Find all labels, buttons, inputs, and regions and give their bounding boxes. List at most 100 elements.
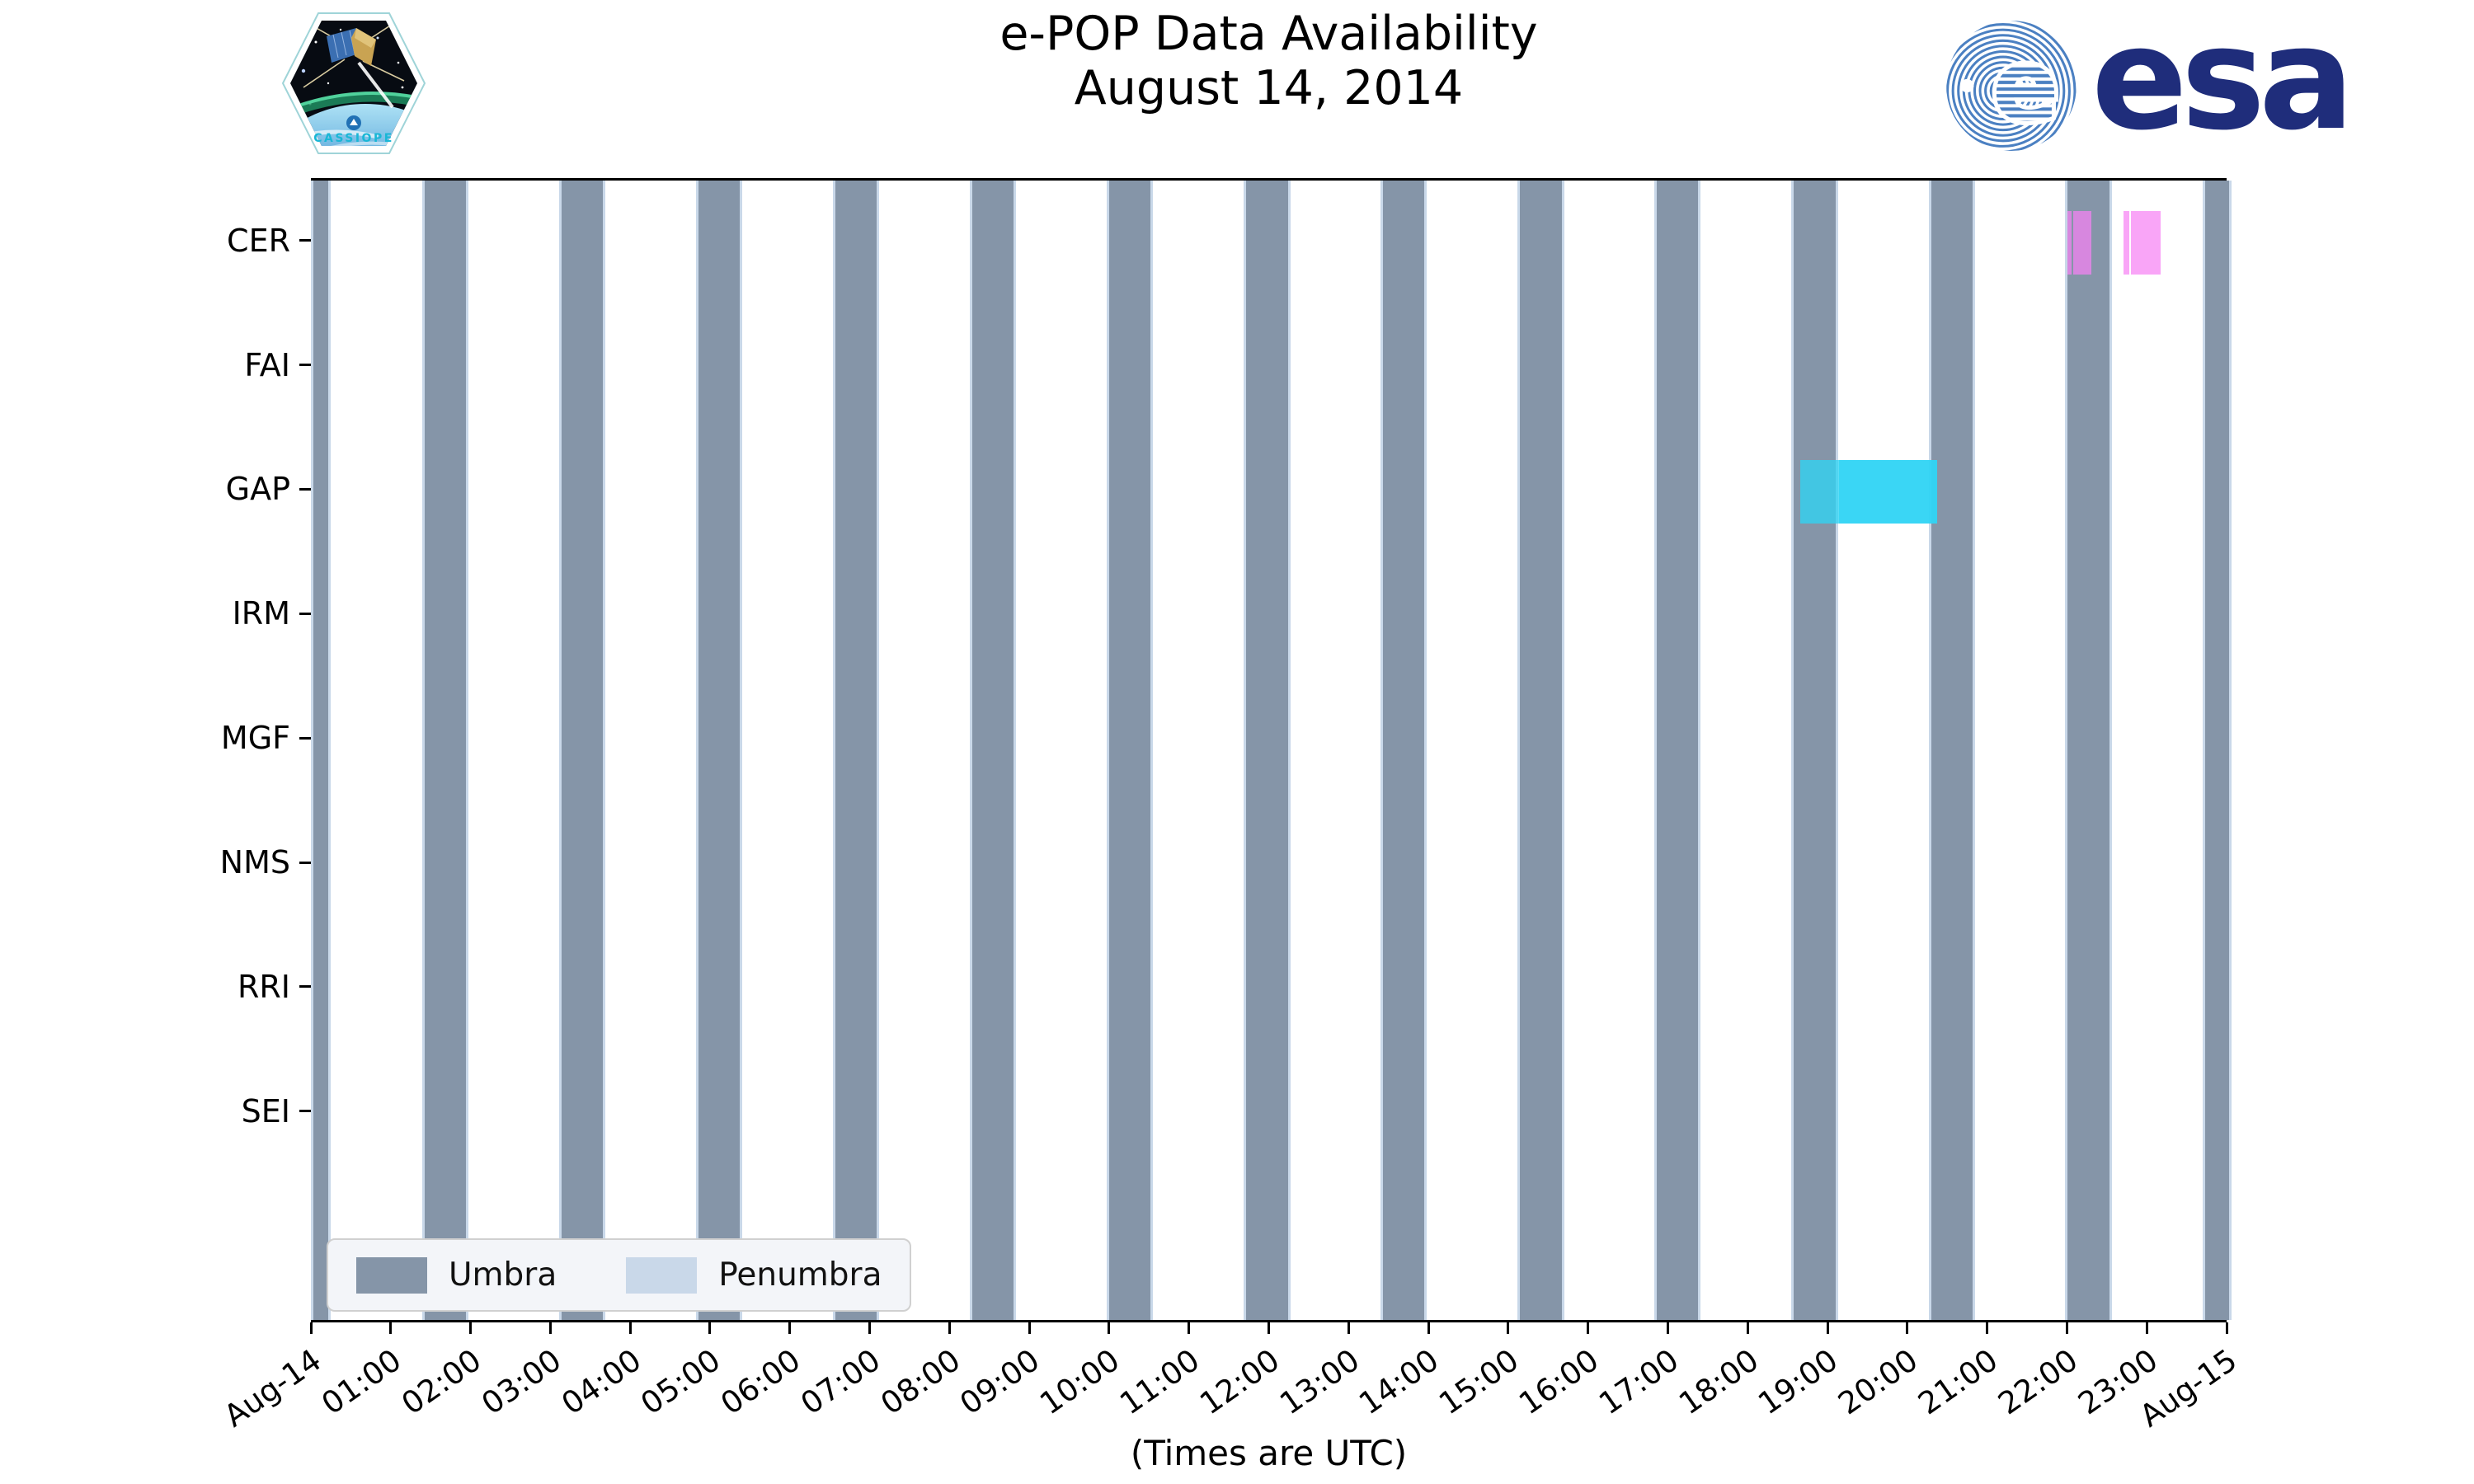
x-tick-label-text: Aug-14 bbox=[218, 1342, 328, 1435]
umbra-bar bbox=[2202, 181, 2232, 1320]
x-tick bbox=[548, 1322, 552, 1334]
umbra-bar bbox=[1517, 181, 1564, 1320]
umbra-bar bbox=[1928, 181, 1976, 1320]
y-axis-label-gap: GAP bbox=[225, 471, 290, 508]
penumbra-swatch bbox=[626, 1256, 698, 1294]
x-tick bbox=[389, 1322, 393, 1334]
y-axis-label-mgf: MGF bbox=[220, 720, 290, 757]
umbra-bar bbox=[559, 181, 606, 1320]
x-tick-label-text: 04:00 bbox=[554, 1342, 647, 1422]
x-tick-label-text: 01:00 bbox=[315, 1342, 408, 1422]
y-tick bbox=[299, 239, 311, 242]
x-tick bbox=[1028, 1322, 1031, 1334]
x-tick-label-text: 02:00 bbox=[395, 1342, 488, 1422]
x-tick bbox=[1666, 1322, 1669, 1334]
umbra-bar bbox=[695, 181, 742, 1320]
x-tick-label-text: 03:00 bbox=[475, 1342, 568, 1422]
x-tick bbox=[1826, 1322, 1829, 1334]
y-axis-label-irm: IRM bbox=[232, 595, 290, 632]
x-tick bbox=[1906, 1322, 1909, 1334]
availability-bar-cer bbox=[2067, 211, 2072, 275]
x-tick bbox=[628, 1322, 632, 1334]
x-tick-label-text: 08:00 bbox=[873, 1342, 967, 1422]
x-tick-label-text: 12:00 bbox=[1193, 1342, 1286, 1422]
availability-bar-gap bbox=[1838, 459, 1937, 524]
x-tick bbox=[2225, 1322, 2228, 1334]
x-tick-label-text: 19:00 bbox=[1752, 1342, 1845, 1422]
x-tick bbox=[788, 1322, 792, 1334]
availability-bar-cer bbox=[2073, 211, 2091, 275]
legend-entry-penumbra: Penumbra bbox=[626, 1256, 882, 1294]
x-tick bbox=[1108, 1322, 1111, 1334]
umbra-bar bbox=[1791, 181, 1838, 1320]
umbra-bar bbox=[1107, 181, 1154, 1320]
x-tick-label-text: 15:00 bbox=[1432, 1342, 1526, 1422]
legend-entry-umbra: Umbra bbox=[356, 1256, 557, 1294]
plot-area: Umbra Penumbra bbox=[311, 178, 2232, 1322]
y-axis-label-fai: FAI bbox=[244, 346, 290, 383]
x-tick bbox=[708, 1322, 712, 1334]
x-tick-label-text: 14:00 bbox=[1352, 1342, 1446, 1422]
x-tick bbox=[1507, 1322, 1510, 1334]
x-tick-label-text: 09:00 bbox=[953, 1342, 1047, 1422]
x-tick bbox=[1986, 1322, 1989, 1334]
x-tick-label-text: 13:00 bbox=[1272, 1342, 1366, 1422]
x-tick-label-text: 16:00 bbox=[1512, 1342, 1606, 1422]
umbra-bar bbox=[2065, 181, 2112, 1320]
x-tick-label-text: 05:00 bbox=[634, 1342, 727, 1422]
esa-wordmark: esa bbox=[2091, 0, 2354, 162]
y-tick bbox=[299, 364, 311, 367]
y-axis-label-cer: CER bbox=[227, 222, 290, 259]
y-tick bbox=[299, 736, 311, 740]
x-tick bbox=[1268, 1322, 1270, 1334]
umbra-bar bbox=[833, 181, 880, 1320]
umbra-bar bbox=[1244, 181, 1291, 1320]
x-tick bbox=[309, 1322, 313, 1334]
umbra-bar bbox=[311, 181, 332, 1320]
umbra-bar bbox=[421, 181, 468, 1320]
chart-title: e-POP Data Availability August 14, 2014 bbox=[311, 7, 2227, 115]
chart-title-line1: e-POP Data Availability bbox=[999, 7, 1538, 61]
x-tick-label-text: 10:00 bbox=[1033, 1342, 1126, 1422]
chart-title-line2: August 14, 2014 bbox=[1074, 61, 1464, 115]
y-tick bbox=[299, 861, 311, 864]
x-tick bbox=[1188, 1322, 1191, 1334]
availability-bar-cer bbox=[2124, 211, 2129, 275]
x-tick-label-text: 11:00 bbox=[1113, 1342, 1206, 1422]
legend: Umbra Penumbra bbox=[327, 1238, 912, 1312]
availability-bar-gap bbox=[1800, 459, 1839, 524]
x-tick bbox=[1746, 1322, 1749, 1334]
umbra-bar bbox=[969, 181, 1016, 1320]
patch-mission-name: CASSIOPE bbox=[313, 132, 394, 145]
x-tick bbox=[2065, 1322, 2068, 1334]
x-tick bbox=[948, 1322, 951, 1334]
umbra-swatch bbox=[356, 1256, 427, 1294]
umbra-bar bbox=[1380, 181, 1427, 1320]
y-tick bbox=[299, 985, 311, 989]
x-tick bbox=[1587, 1322, 1590, 1334]
x-tick bbox=[1427, 1322, 1430, 1334]
x-tick-label-text: 17:00 bbox=[1592, 1342, 1686, 1422]
y-tick bbox=[299, 612, 311, 615]
y-axis-label-rri: RRI bbox=[237, 968, 290, 1005]
x-axis-label: (Times are UTC) bbox=[1130, 1433, 1408, 1473]
x-tick bbox=[868, 1322, 872, 1334]
x-tick bbox=[1347, 1322, 1350, 1334]
x-tick-label-text: 07:00 bbox=[794, 1342, 887, 1422]
umbra-bar bbox=[1654, 181, 1701, 1320]
y-tick bbox=[299, 1110, 311, 1113]
y-axis-label-sei: SEI bbox=[241, 1092, 290, 1129]
esa-swirl-icon: e bbox=[1946, 21, 2077, 151]
x-tick-label-text: 21:00 bbox=[1912, 1342, 2005, 1422]
cassiope-mission-patch: CASSIOPE bbox=[281, 12, 426, 154]
x-tick-label-text: 22:00 bbox=[1992, 1342, 2085, 1422]
x-tick bbox=[2145, 1322, 2148, 1334]
legend-label-umbra: Umbra bbox=[449, 1256, 557, 1294]
svg-text:e: e bbox=[1992, 30, 2059, 144]
x-tick-label-text: 18:00 bbox=[1672, 1342, 1765, 1422]
legend-label-penumbra: Penumbra bbox=[718, 1256, 882, 1294]
availability-bar-cer bbox=[2130, 211, 2161, 275]
y-tick bbox=[299, 487, 311, 491]
y-axis-label-nms: NMS bbox=[219, 844, 290, 881]
